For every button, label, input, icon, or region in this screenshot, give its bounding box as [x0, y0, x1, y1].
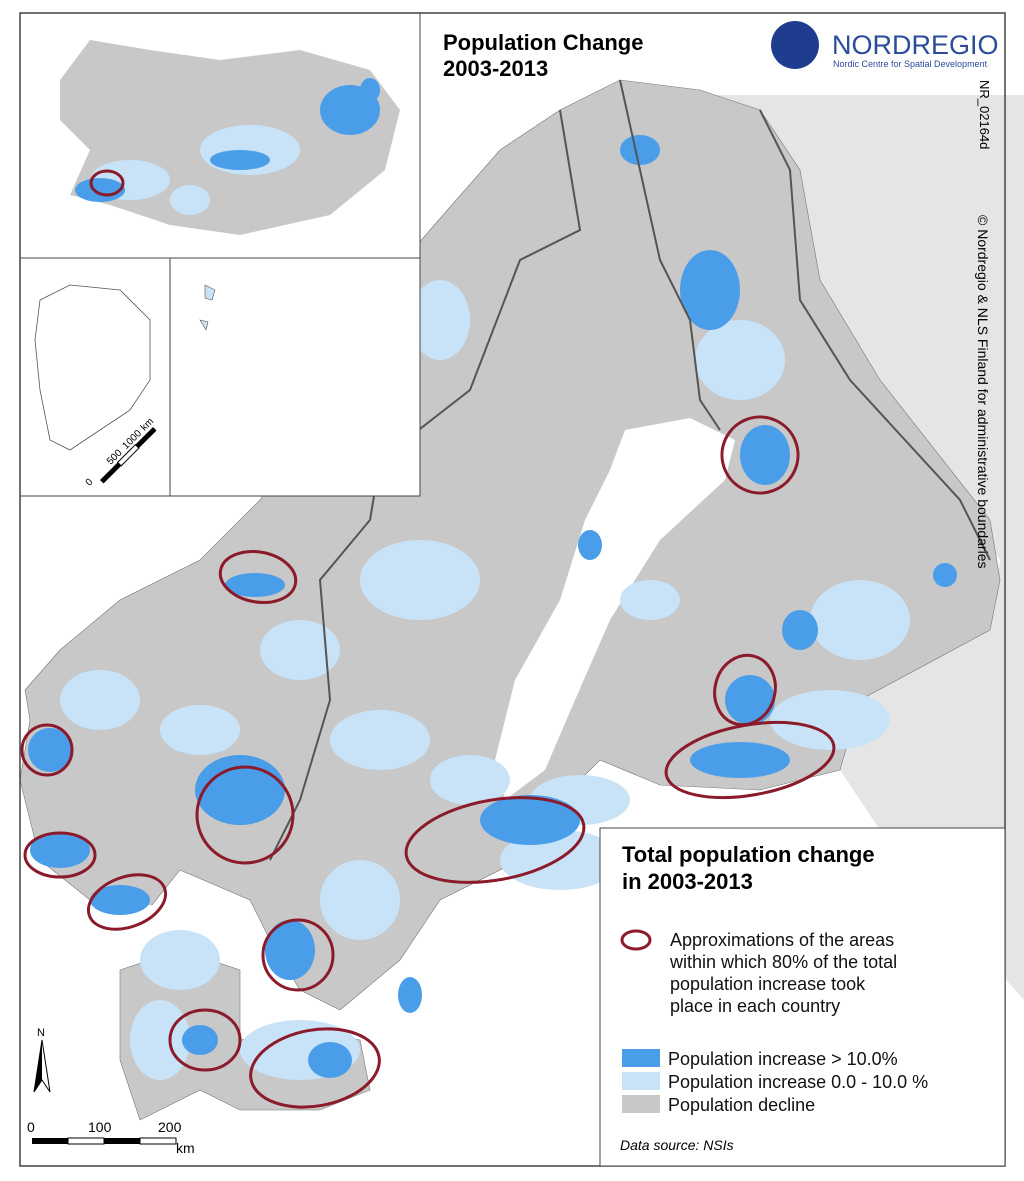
border: [759, 109, 991, 561]
scale-segment: [67, 1137, 105, 1145]
increase-outline: [89, 169, 125, 197]
scale-segment: [135, 426, 157, 449]
increase-low-area: [770, 690, 890, 750]
increase-low-area: [260, 620, 340, 680]
increase-high-area: [265, 920, 315, 980]
scale-segment: [139, 1137, 177, 1145]
legend-label: population increase took: [670, 974, 866, 994]
increase-outline: [168, 1008, 242, 1072]
legend: Total population change in 2003-2013 App…: [599, 827, 1006, 1167]
increase-outline: [720, 415, 800, 495]
legend-swatch: [622, 1095, 660, 1113]
title: 2003-2013: [443, 56, 548, 81]
increase-outline: [261, 918, 335, 992]
increase-high-area: [210, 150, 270, 170]
map-frame: [19, 12, 1006, 1167]
scale-segment: [100, 462, 122, 484]
border: [619, 79, 721, 431]
increase-high-area: [620, 135, 660, 165]
increase-low-area: [810, 580, 910, 660]
legend-label: Population increase > 10.0%: [668, 1049, 898, 1069]
increase-high-area: [740, 425, 790, 485]
scale-label: 200: [158, 1119, 182, 1135]
increase-outline: [713, 653, 777, 727]
scale-label: 100: [88, 1119, 112, 1135]
legend-label: Population decline: [668, 1095, 815, 1115]
map-code: NR_02164d: [977, 80, 992, 149]
increase-outline: [218, 550, 298, 604]
increase-outline: [195, 765, 295, 865]
logo-mark: [771, 21, 819, 69]
legend-swatch: [622, 1072, 660, 1090]
increase-outline: [20, 723, 74, 777]
increase-outline: [664, 721, 836, 799]
logo-name: NORDREGIO: [832, 30, 999, 60]
legend-label: Population increase 0.0 - 10.0 %: [668, 1072, 928, 1092]
legend-box: [599, 827, 1006, 1167]
increase-low-area: [130, 1000, 190, 1080]
increase-high-area: [578, 530, 602, 560]
increase-high-area: [680, 250, 740, 330]
increase-high-area: [398, 977, 422, 1013]
increase-low-area: [60, 670, 140, 730]
title-block: Population Change 2003-2013 NORDREGIO No…: [443, 30, 999, 569]
scale-unit: km: [176, 1140, 195, 1156]
increase-high-area: [308, 1042, 352, 1078]
increase-high-area: [30, 832, 90, 868]
north-label: N: [37, 1027, 45, 1039]
increase-high-area: [690, 742, 790, 778]
increase-low-area: [695, 320, 785, 400]
increase-low-area: [430, 755, 510, 805]
increase-outline: [404, 796, 586, 884]
data-source: Data source: NSIs: [620, 1137, 734, 1153]
increase-high-area: [225, 573, 285, 597]
legend-outline-symbol: [620, 929, 652, 951]
title: Population Change: [443, 30, 643, 55]
logo-tagline: Nordic Centre for Spatial Development: [833, 59, 988, 69]
scale-label: 0: [27, 1119, 35, 1135]
legend-label: Approximations of the areas: [670, 930, 894, 950]
increase-low-area: [410, 280, 470, 360]
increase-outline: [86, 873, 168, 931]
increase-low-area: [320, 860, 400, 940]
increase-low-area: [360, 540, 480, 620]
legend-title: in 2003-2013: [622, 869, 753, 894]
sea: [495, 418, 735, 800]
increase-low-area: [160, 705, 240, 755]
increase-high-area: [360, 78, 380, 102]
increase-low-area: [330, 710, 430, 770]
map-layers: [19, 12, 1024, 1167]
legend-label: within which 80% of the total: [669, 952, 897, 972]
copyright: © Nordregio & NLS Finland for administra…: [975, 215, 991, 569]
neighbour-land: [700, 95, 1024, 1000]
increase-outline: [23, 831, 97, 879]
greenland: [34, 284, 151, 451]
legend-label: place in each country: [670, 996, 840, 1016]
increase-high-area: [725, 675, 775, 725]
faroe: [199, 284, 216, 331]
increase-high-area: [933, 563, 957, 587]
increase-low-area: [140, 930, 220, 990]
increase-low-area: [620, 580, 680, 620]
increase-high-area: [90, 885, 150, 915]
legend-title: Total population change: [622, 842, 875, 867]
increase-high-area: [782, 610, 818, 650]
increase-low-area: [170, 185, 210, 215]
increase-high-area: [480, 795, 580, 845]
scale-segment: [32, 1138, 68, 1144]
north-arrow: [34, 1040, 42, 1092]
scale-segment: [104, 1138, 140, 1144]
increase-outline: [249, 1027, 381, 1109]
increase-high-area: [195, 755, 285, 825]
increase-high-area: [75, 178, 125, 202]
increase-high-area: [182, 1025, 218, 1055]
legend-swatch: [622, 1049, 660, 1067]
scale-bar: 0 100 200 km N: [27, 1027, 195, 1156]
increase-high-area: [28, 728, 72, 772]
